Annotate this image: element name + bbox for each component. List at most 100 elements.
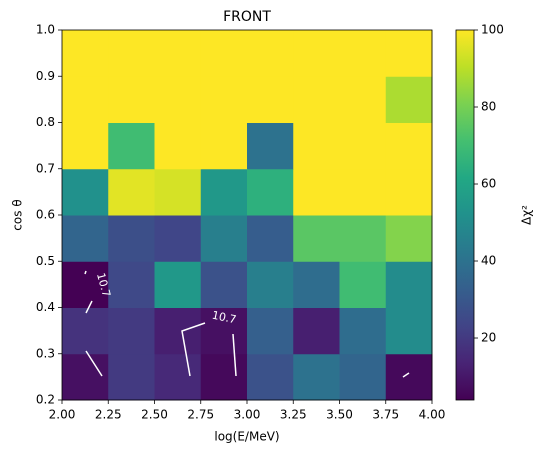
heatmap-cell [293, 261, 340, 308]
heatmap-cell [108, 307, 155, 355]
colorbar [455, 29, 475, 401]
y-tick-label: 0.2 [36, 393, 55, 407]
heatmap-cell [339, 353, 387, 401]
contour-line [181, 322, 206, 377]
heatmap-cell [200, 307, 248, 355]
contour-label: 10.7 [211, 309, 238, 327]
heatmap-cell [293, 307, 340, 355]
heatmap-cell [108, 30, 155, 77]
heatmap-cell [385, 76, 433, 123]
heatmap-cell [62, 353, 109, 401]
heatmap-cell [339, 215, 387, 262]
heatmap-cell [154, 76, 202, 123]
heatmap-cell [293, 215, 340, 262]
y-tick-label: 1.0 [36, 23, 55, 37]
heatmap-cell [339, 30, 387, 77]
colorbar-tick-label: 20 [481, 331, 496, 345]
contour-lines [84, 270, 410, 378]
y-tick-label: 0.9 [36, 69, 55, 83]
contour-label: 10.7 [94, 271, 113, 298]
x-tick-label: 2.25 [95, 408, 122, 422]
heatmap-cell [154, 122, 202, 170]
heatmap-cell [339, 261, 387, 308]
heatmap-cell [200, 215, 248, 262]
x-tick-label: 3.50 [326, 408, 353, 422]
heatmap-cell [200, 261, 248, 308]
heatmap-cell [154, 307, 202, 355]
heatmap-cell [339, 168, 387, 216]
heatmap-cell [247, 261, 294, 308]
heatmap-cell [247, 122, 294, 170]
heatmap-cell [339, 76, 387, 123]
colorbar-tick-label: 100 [481, 23, 504, 37]
heatmap-cell [108, 353, 155, 401]
heatmap-cell [385, 30, 433, 77]
heatmap-cell [247, 307, 294, 355]
contour-line [85, 300, 93, 314]
heatmap-cell [385, 353, 433, 401]
contour-line [232, 333, 237, 377]
y-axis-label: cos θ [11, 199, 25, 230]
heatmap-cell [108, 76, 155, 123]
colorbar-tick-label: 60 [481, 177, 496, 191]
heatmap-cell [200, 30, 248, 77]
heatmap-cell [154, 353, 202, 401]
heatmap-cell [154, 215, 202, 262]
heatmap-cell [200, 122, 248, 170]
heatmap-cell [293, 122, 340, 170]
heatmap-cell [154, 261, 202, 308]
y-tick-label: 0.6 [36, 208, 55, 222]
heatmap-cell [385, 168, 433, 216]
heatmap-cell [339, 122, 387, 170]
heatmap-cell [108, 261, 155, 308]
heatmap-cell [200, 76, 248, 123]
heatmap-cell [385, 307, 433, 355]
heatmap-cell [293, 76, 340, 123]
y-tick-label: 0.3 [36, 346, 55, 360]
heatmap-cell [247, 30, 294, 77]
heatmap-cell [108, 122, 155, 170]
x-tick-label: 3.25 [280, 408, 307, 422]
heatmap-cell [200, 353, 248, 401]
x-tick-label: 2.75 [187, 408, 214, 422]
heatmap-cell [385, 261, 433, 308]
x-axis-label: log(E/MeV) [214, 430, 279, 444]
heatmap-cell [247, 76, 294, 123]
colorbar-label: Δχ² [520, 205, 534, 225]
chart-title: FRONT [223, 9, 271, 25]
heatmap-cell [62, 168, 109, 216]
x-tick-label: 3.00 [234, 408, 261, 422]
heatmap-cell [339, 307, 387, 355]
y-tick-label: 0.5 [36, 254, 55, 268]
heatmap-cell [247, 215, 294, 262]
y-tick-label: 0.4 [36, 300, 55, 314]
contour-line [85, 350, 103, 377]
heatmap-cell [154, 30, 202, 77]
heatmap-cell [108, 168, 155, 216]
heatmap-cell [293, 168, 340, 216]
colorbar-tick-label: 80 [481, 100, 496, 114]
y-tick-label: 0.7 [36, 161, 55, 175]
heatmap-cell [62, 76, 109, 123]
heatmap-cell [293, 30, 340, 77]
heatmap-cell [247, 168, 294, 216]
heatmap-cell [154, 168, 202, 216]
heatmap-cell [62, 215, 109, 262]
contour-line [84, 270, 87, 275]
heatmap-cell [385, 122, 433, 170]
heatmap-cell [62, 261, 109, 308]
x-tick-label: 2.50 [141, 408, 168, 422]
heatmap-cell [62, 30, 109, 77]
y-tick-label: 0.8 [36, 115, 55, 129]
heatmap-cell [293, 353, 340, 401]
heatmap-cell [200, 168, 248, 216]
x-tick-label: 3.75 [372, 408, 399, 422]
heatmap-cell [385, 215, 433, 262]
heatmap-cell [108, 215, 155, 262]
contour-line [402, 372, 410, 378]
x-tick-label: 4.00 [419, 408, 446, 422]
heatmap-cell [247, 353, 294, 401]
heatmap-cell [62, 307, 109, 355]
colorbar-tick-label: 40 [481, 254, 496, 268]
